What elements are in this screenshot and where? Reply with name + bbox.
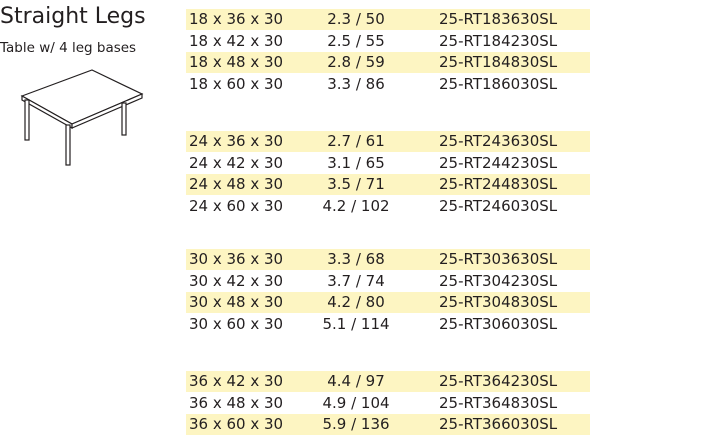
part-number: 25-RT244230SL [439, 153, 558, 172]
size: 24 x 60 x 30 [189, 197, 284, 216]
weight: 3.7 / 74 [327, 271, 385, 290]
part-number: 25-RT306030SL [439, 315, 558, 334]
weight: 4.2 / 102 [322, 197, 390, 216]
part-number: 25-RT184830SL [439, 53, 558, 72]
part-number: 25-RT303630SL [439, 250, 558, 268]
table-row: 18 x 42 x 30 2.5 / 55 25-RT184230SL [186, 31, 590, 52]
table-row: 18 x 60 x 30 3.3 / 86 25-RT186030SL [186, 74, 590, 95]
size: 18 x 48 x 30 [189, 53, 284, 72]
part-number: 25-RT304830SL [439, 293, 558, 312]
table-illustration [20, 69, 144, 166]
size: 36 x 48 x 30 [189, 393, 284, 412]
table-row: 36 x 42 x 30 4.4 / 97 25-RT364230SL [186, 371, 590, 392]
part-number: 25-RT243630SL [439, 132, 558, 150]
table-row: 24 x 36 x 30 2.7 / 61 25-RT243630SL [186, 131, 590, 152]
size: 18 x 60 x 30 [189, 75, 284, 94]
table-row: 24 x 48 x 30 3.5 / 71 25-RT244830SL [186, 174, 590, 196]
size: 36 x 42 x 30 [189, 372, 284, 390]
size: 30 x 36 x 30 [189, 250, 284, 268]
part-number: 25-RT183630SL [439, 10, 558, 28]
weight: 4.9 / 104 [322, 393, 390, 412]
size: 18 x 42 x 30 [189, 31, 284, 50]
weight: 4.2 / 80 [327, 293, 385, 312]
part-number: 25-RT244830SL [439, 175, 558, 194]
part-number: 25-RT246030SL [439, 197, 558, 216]
part-number: 25-RT184230SL [439, 31, 558, 50]
weight: 2.5 / 55 [327, 31, 385, 50]
title: Straight Legs [0, 4, 146, 29]
table-row: 30 x 36 x 30 3.3 / 68 25-RT303630SL [186, 249, 590, 270]
part-number: 25-RT364830SL [439, 393, 558, 412]
part-number: 25-RT186030SL [439, 75, 558, 94]
weight: 3.5 / 71 [327, 175, 385, 194]
subtitle: Table w/ 4 leg bases [0, 40, 137, 56]
weight: 5.1 / 114 [322, 315, 390, 334]
weight: 3.1 / 65 [327, 153, 385, 172]
weight: 2.7 / 61 [327, 132, 385, 150]
table-row: 36 x 48 x 30 4.9 / 104 25-RT364830SL [186, 393, 590, 414]
size: 36 x 60 x 30 [189, 415, 284, 434]
weight: 4.4 / 97 [327, 372, 385, 390]
part-number: 25-RT366030SL [439, 415, 558, 434]
size: 24 x 42 x 30 [189, 153, 284, 172]
table-row: 24 x 60 x 30 4.2 / 102 25-RT246030SL [186, 196, 590, 217]
size: 30 x 42 x 30 [189, 271, 284, 290]
table-row: 36 x 60 x 30 5.9 / 136 25-RT366030SL [186, 414, 590, 436]
weight: 3.3 / 68 [327, 250, 385, 268]
weight: 5.9 / 136 [322, 415, 390, 434]
part-number: 25-RT304230SL [439, 271, 558, 290]
table-row: 18 x 36 x 30 2.3 / 50 25-RT183630SL [186, 9, 590, 30]
size: 24 x 48 x 30 [189, 175, 284, 194]
size: 30 x 48 x 30 [189, 293, 284, 312]
weight: 2.8 / 59 [327, 53, 385, 72]
table-row: 30 x 42 x 30 3.7 / 74 25-RT304230SL [186, 271, 590, 292]
size: 18 x 36 x 30 [189, 10, 284, 28]
part-number: 25-RT364230SL [439, 372, 558, 390]
weight: 2.3 / 50 [327, 10, 385, 28]
table-row: 30 x 60 x 30 5.1 / 114 25-RT306030SL [186, 314, 590, 335]
weight: 3.3 / 86 [327, 75, 385, 94]
table-row: 30 x 48 x 30 4.2 / 80 25-RT304830SL [186, 292, 590, 314]
table-row: 18 x 48 x 30 2.8 / 59 25-RT184830SL [186, 52, 590, 74]
table-row: 24 x 42 x 30 3.1 / 65 25-RT244230SL [186, 153, 590, 174]
size: 30 x 60 x 30 [189, 315, 284, 334]
size: 24 x 36 x 30 [189, 132, 284, 150]
